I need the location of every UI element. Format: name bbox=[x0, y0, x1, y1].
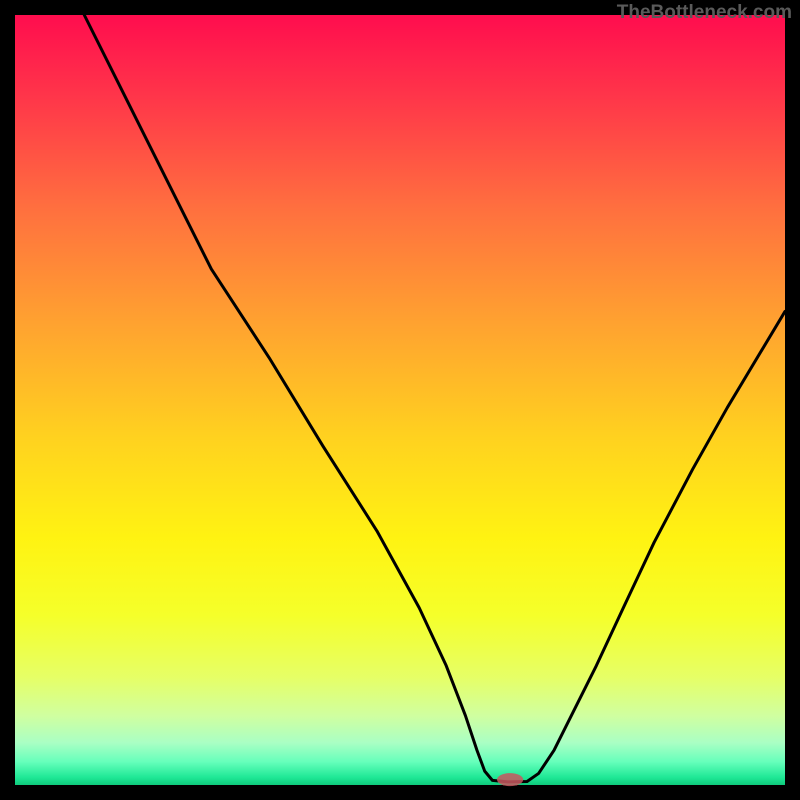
watermark-text: TheBottleneck.com bbox=[617, 2, 792, 24]
optimal-marker bbox=[497, 773, 523, 786]
chart-background bbox=[15, 15, 785, 785]
bottleneck-chart: TheBottleneck.com bbox=[0, 0, 800, 800]
chart-svg bbox=[0, 0, 800, 800]
